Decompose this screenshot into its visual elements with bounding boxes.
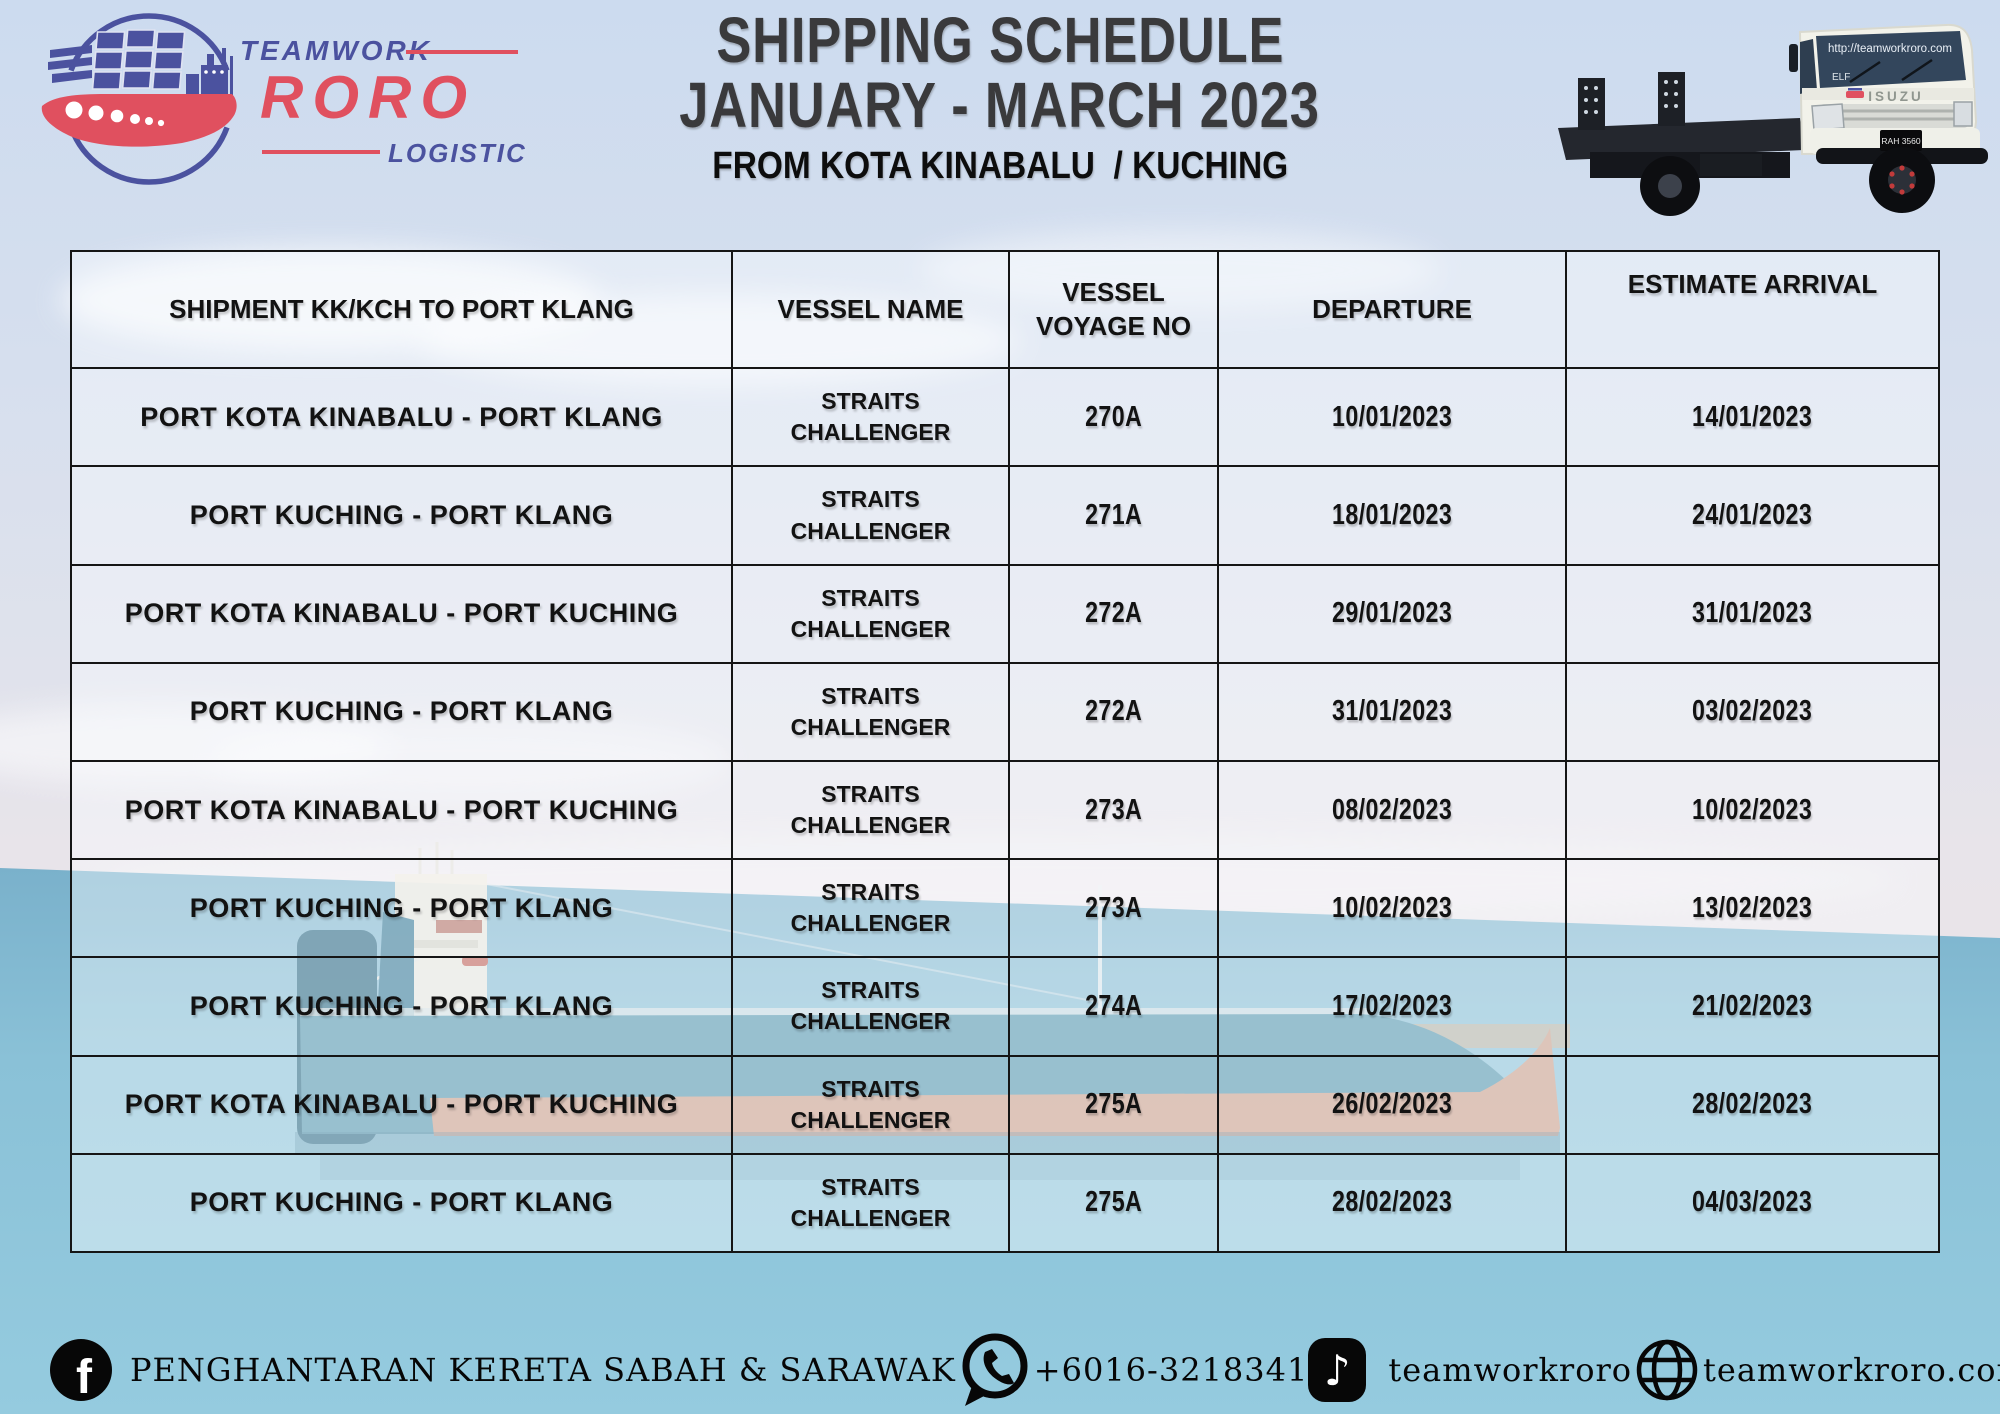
- cell-departure: 18/01/2023: [1217, 465, 1567, 566]
- cell-shipment: PORT KUCHING - PORT KLANG: [70, 661, 733, 762]
- cell-vessel: STRAITS CHALLENGER: [731, 1152, 1010, 1254]
- cell-voyage: 271A: [1008, 465, 1219, 566]
- facebook-page-name: PENGHANTARAN KERETA SABAH & SARAWAK: [130, 1351, 956, 1389]
- tiktok-handle: teamworkroro: [1388, 1351, 1633, 1389]
- whatsapp-number: +6016-3218341: [1033, 1351, 1309, 1389]
- truck-windshield-url: http://teamworkroro.com: [1828, 43, 1952, 55]
- cell-shipment: PORT KOTA KINABALU - PORT KUCHING: [70, 563, 733, 664]
- cell-arrival: 14/01/2023: [1565, 367, 1940, 468]
- whatsapp-icon: [962, 1333, 1028, 1406]
- page-title-line2: JANUARY - MARCH 2023: [679, 69, 1321, 142]
- table-row: PORT KUCHING - PORT KLANG STRAITS CHALLE…: [70, 858, 1940, 959]
- cell-vessel: STRAITS CHALLENGER: [731, 858, 1010, 959]
- facebook-icon: f: [50, 1339, 112, 1401]
- cell-shipment: PORT KOTA KINABALU - PORT KLANG: [70, 367, 733, 468]
- table-header-row: SHIPMENT KK/KCH TO PORT KLANG VESSEL NAM…: [70, 249, 1940, 370]
- table-row: PORT KOTA KINABALU - PORT KUCHING STRAIT…: [70, 563, 1940, 664]
- cell-shipment: PORT KUCHING - PORT KLANG: [70, 956, 733, 1057]
- cell-shipment: PORT KUCHING - PORT KLANG: [70, 1152, 733, 1254]
- tiktok-contact: ♪ teamworkroro: [1308, 1338, 1632, 1402]
- cell-arrival: 04/03/2023: [1565, 1152, 1940, 1254]
- whatsapp-contact: +6016-3218341: [956, 1330, 1309, 1410]
- cell-departure: 10/02/2023: [1217, 858, 1567, 959]
- column-header-estimate-arrival: ESTIMATE ARRIVAL: [1565, 249, 1940, 370]
- cell-voyage: 273A: [1008, 858, 1219, 959]
- cell-shipment: PORT KUCHING - PORT KLANG: [70, 465, 733, 566]
- column-header-departure: DEPARTURE: [1217, 249, 1567, 370]
- website-url: teamworkroro.com: [1703, 1351, 2000, 1389]
- cell-departure: 31/01/2023: [1217, 661, 1567, 762]
- table-row: PORT KUCHING - PORT KLANG STRAITS CHALLE…: [70, 465, 1940, 566]
- column-header-shipment: SHIPMENT KK/KCH TO PORT KLANG: [70, 249, 733, 370]
- truck-elf-badge: ELF: [1832, 72, 1850, 83]
- logo-ship-icon: [41, 29, 237, 147]
- cell-departure: 17/02/2023: [1217, 956, 1567, 1057]
- truck-isuzu-text: ISUZU: [1868, 89, 1924, 104]
- cell-arrival: 13/02/2023: [1565, 858, 1940, 959]
- cell-voyage: 274A: [1008, 956, 1219, 1057]
- website-contact: teamworkroro.com: [1632, 1335, 2000, 1405]
- cell-arrival: 03/02/2023: [1565, 661, 1940, 762]
- schedule-table: SHIPMENT KK/KCH TO PORT KLANG VESSEL NAM…: [70, 249, 1940, 1254]
- page-subtitle: FROM KOTA KINABALU / KUCHING: [712, 144, 1288, 187]
- column-header-voyage-no: VESSEL VOYAGE NO: [1008, 249, 1219, 370]
- cell-voyage: 272A: [1008, 661, 1219, 762]
- cell-departure: 29/01/2023: [1217, 563, 1567, 664]
- footer-contacts: f PENGHANTARAN KERETA SABAH & SARAWAK +6…: [0, 1330, 2000, 1410]
- table-row: PORT KOTA KINABALU - PORT KLANG STRAITS …: [70, 367, 1940, 468]
- cell-departure: 26/02/2023: [1217, 1054, 1567, 1155]
- cell-vessel: STRAITS CHALLENGER: [731, 661, 1010, 762]
- globe-icon: [1636, 1339, 1698, 1401]
- truck-plate-text: RAH 3560: [1881, 136, 1920, 146]
- cell-arrival: 31/01/2023: [1565, 563, 1940, 664]
- cell-voyage: 275A: [1008, 1054, 1219, 1155]
- tiktok-icon: ♪: [1308, 1338, 1367, 1402]
- cell-vessel: STRAITS CHALLENGER: [731, 759, 1010, 861]
- cell-voyage: 273A: [1008, 759, 1219, 861]
- table-row: PORT KUCHING - PORT KLANG STRAITS CHALLE…: [70, 661, 1940, 762]
- table-row: PORT KUCHING - PORT KLANG STRAITS CHALLE…: [70, 956, 1940, 1057]
- facebook-contact: f PENGHANTARAN KERETA SABAH & SARAWAK: [50, 1339, 956, 1401]
- table-row: PORT KOTA KINABALU - PORT KUCHING STRAIT…: [70, 759, 1940, 861]
- truck-license-plate: [1880, 130, 1922, 151]
- column-header-vessel-name: VESSEL NAME: [731, 249, 1010, 370]
- cell-shipment: PORT KOTA KINABALU - PORT KUCHING: [70, 1054, 733, 1155]
- logo-roro-text: RORO: [260, 64, 476, 131]
- cell-shipment: PORT KOTA KINABALU - PORT KUCHING: [70, 759, 733, 861]
- cell-arrival: 10/02/2023: [1565, 759, 1940, 861]
- cell-arrival: 28/02/2023: [1565, 1054, 1940, 1155]
- cell-arrival: 24/01/2023: [1565, 465, 1940, 566]
- cell-vessel: STRAITS CHALLENGER: [731, 956, 1010, 1057]
- cell-vessel: STRAITS CHALLENGER: [731, 367, 1010, 468]
- cell-voyage: 270A: [1008, 367, 1219, 468]
- cell-departure: 08/02/2023: [1217, 759, 1567, 861]
- table-row: PORT KUCHING - PORT KLANG STRAITS CHALLE…: [70, 1152, 1940, 1254]
- title-block: SHIPPING SCHEDULE JANUARY - MARCH 2023 F…: [500, 4, 1500, 188]
- cell-vessel: STRAITS CHALLENGER: [731, 563, 1010, 664]
- truck-photo: http://teamworkroro.com ELF ISUZU RAH 35…: [1558, 23, 1988, 216]
- page-title-line1: SHIPPING SCHEDULE: [716, 4, 1284, 76]
- cell-vessel: STRAITS CHALLENGER: [731, 1054, 1010, 1155]
- logo-teamwork-text: TEAMWORK: [240, 35, 432, 66]
- cell-voyage: 272A: [1008, 563, 1219, 664]
- cell-arrival: 21/02/2023: [1565, 956, 1940, 1057]
- cell-vessel: STRAITS CHALLENGER: [731, 465, 1010, 566]
- truck-flatbed: [1558, 72, 1804, 178]
- truck-cab: http://teamworkroro.com ELF ISUZU RAH 35…: [1789, 23, 1988, 164]
- cell-departure: 10/01/2023: [1217, 367, 1567, 468]
- table-row: PORT KOTA KINABALU - PORT KUCHING STRAIT…: [70, 1054, 1940, 1155]
- cell-voyage: 275A: [1008, 1152, 1219, 1254]
- cell-departure: 28/02/2023: [1217, 1152, 1567, 1254]
- cell-shipment: PORT KUCHING - PORT KLANG: [70, 858, 733, 959]
